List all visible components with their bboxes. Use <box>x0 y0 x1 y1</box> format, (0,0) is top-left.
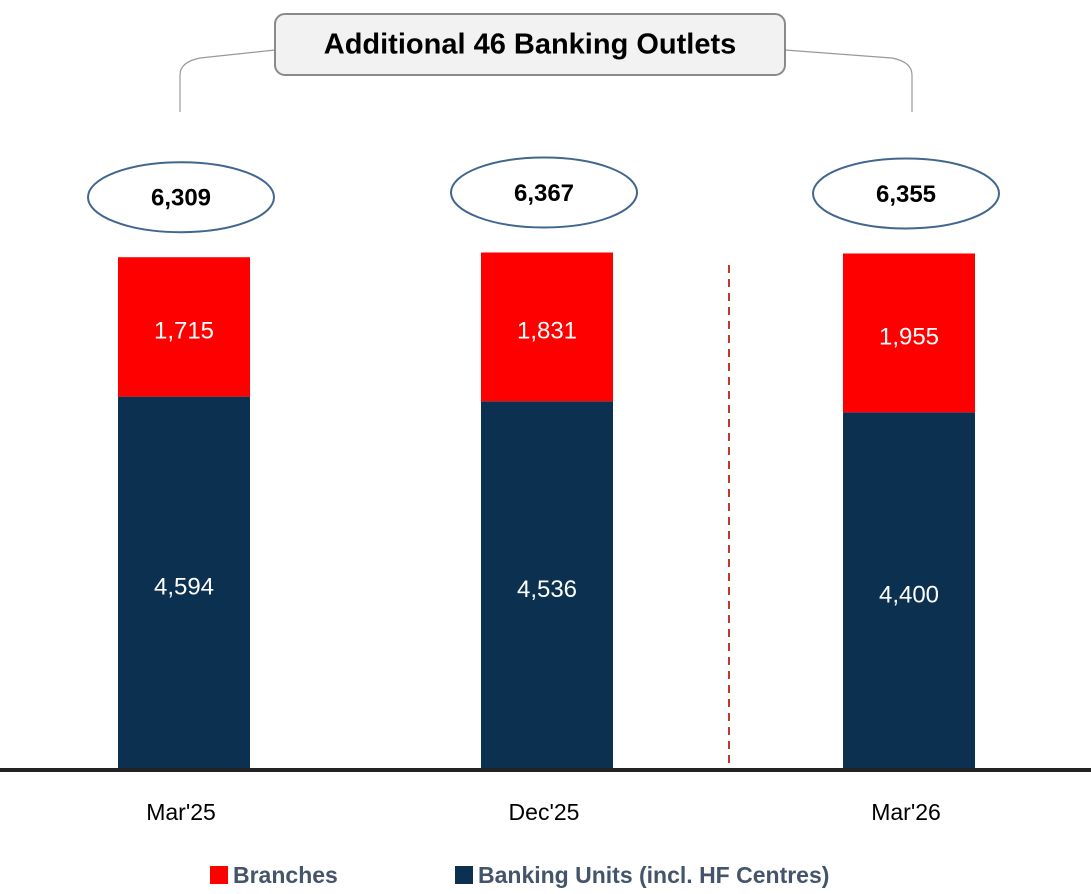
x-tick-label: Dec'25 <box>509 799 580 825</box>
bracket-right <box>784 49 913 112</box>
value-label: 1,831 <box>517 317 577 344</box>
value-label: 4,400 <box>879 582 939 609</box>
value-label: 1,955 <box>879 323 939 350</box>
total-label: 6,309 <box>151 185 211 212</box>
bar-segment <box>481 252 613 402</box>
total-ellipse <box>87 161 275 234</box>
bar-segment <box>481 401 613 770</box>
x-tick-label: Mar'25 <box>146 799 216 825</box>
bar-segment <box>118 257 250 397</box>
total-label: 6,367 <box>514 180 574 207</box>
value-label: 1,715 <box>154 317 214 344</box>
legend-swatch <box>210 866 228 884</box>
total-label: 6,355 <box>876 181 936 208</box>
x-tick-label: Mar'26 <box>871 799 941 825</box>
legend-label: Branches <box>233 862 338 888</box>
bar-segment <box>843 253 975 413</box>
annotation: Additional 46 Banking Outlets <box>324 29 737 61</box>
annotation-box <box>274 13 786 76</box>
bar-segment <box>843 412 975 770</box>
legend-swatch <box>455 866 473 884</box>
value-label: 4,594 <box>154 574 214 601</box>
total-ellipse <box>450 156 638 229</box>
legend-label: Banking Units (incl. HF Centres) <box>478 862 829 888</box>
total-ellipse <box>812 157 1000 230</box>
value-label: 4,536 <box>517 576 577 603</box>
bracket-left <box>179 49 276 112</box>
bar-segment <box>118 396 250 770</box>
